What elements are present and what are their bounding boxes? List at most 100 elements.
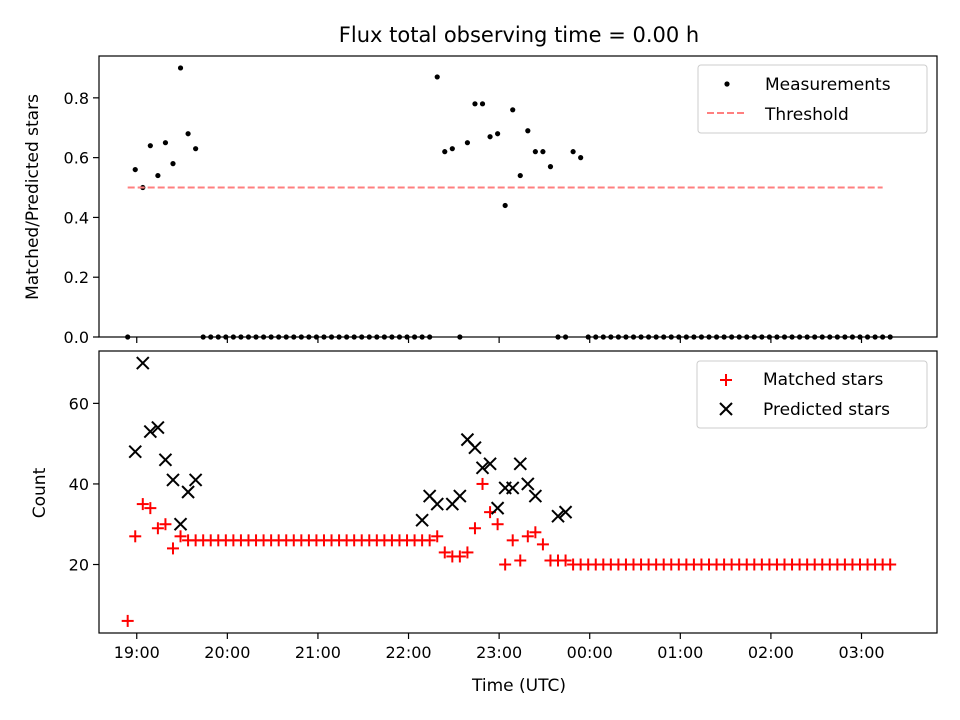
matched-stars-point: [438, 546, 451, 559]
measurements-point: [495, 131, 501, 137]
predicted-stars-point: [128, 445, 142, 459]
measurements-point: [578, 155, 584, 161]
measurements-point: [155, 172, 161, 179]
predicted-stars-point: [521, 477, 535, 491]
matched-stars-point: [468, 522, 481, 535]
star-count-y-ticks: 20 40 60: [69, 394, 99, 575]
matched-stars-legend-label: Matched stars: [763, 370, 883, 390]
matched-stars-legend-marker: [720, 374, 732, 386]
y-tick-label: 60: [69, 394, 89, 413]
predicted-stars-point: [173, 517, 188, 531]
y-tick-label: 0.4: [64, 208, 89, 227]
matched-stars-point: [129, 530, 142, 543]
star-count-axes-frame: [98, 350, 938, 634]
y-tick-label: 0.6: [64, 149, 89, 168]
measurements-point: [502, 202, 508, 209]
chart-title: Flux total observing time = 0.00 h: [339, 23, 699, 47]
measurements-point: [464, 140, 471, 146]
predicted-stars-point: [551, 509, 565, 523]
matched-stars-point: [166, 542, 179, 555]
matched-stars-point: [453, 550, 466, 563]
measurements-point: [570, 149, 576, 155]
flux-ratio-legend-box: [697, 64, 928, 134]
measurements-point: [532, 149, 538, 155]
measurements-point: [540, 149, 546, 155]
measurements-point: [162, 140, 169, 146]
predicted-stars-point: [558, 505, 573, 519]
matched-stars-point: [431, 530, 444, 543]
measurements-point: [185, 131, 191, 137]
star-count-y-axis-label: Count: [30, 467, 50, 518]
predicted-stars-legend-label: Predicted stars: [763, 400, 890, 420]
predicted-stars-point: [158, 453, 173, 467]
x-tick-label: 20:00: [204, 643, 250, 662]
predicted-stars-point: [415, 513, 429, 527]
measurements-point: [472, 101, 478, 107]
y-tick-label: 20: [69, 556, 89, 575]
matched-stars-point: [121, 614, 134, 627]
star-count-legend: Matched stars Predicted stars: [696, 360, 928, 429]
matched-stars-point: [144, 502, 157, 515]
x-tick-label: 01:00: [657, 643, 703, 662]
x-tick-label: 03:00: [838, 643, 884, 662]
star-count-marks: [121, 356, 897, 627]
star-count-x-ticks: 19:00 20:00 21:00 22:00 23:00 00:00 01:00 02:00…: [114, 633, 885, 662]
flux-ratio-panel: Flux total observing time = 0.00 h 0.00.…: [23, 23, 938, 347]
matched-stars-point: [491, 518, 504, 531]
measurements-point: [525, 128, 531, 134]
flux-ratio-y-ticks: 0.0 0.2 0.4 0.6 0.8: [64, 89, 99, 347]
measurements-legend-label: Measurements: [765, 75, 891, 95]
flux-ratio-legend: Measurements Threshold: [697, 64, 928, 134]
x-tick-label: 22:00: [385, 643, 431, 662]
x-tick-label: 00:00: [567, 643, 613, 662]
y-tick-label: 0.8: [64, 89, 89, 108]
matched-stars-point: [499, 558, 512, 571]
predicted-stars-point: [166, 473, 180, 487]
measurements-point: [170, 161, 176, 167]
predicted-stars-point: [468, 440, 482, 455]
predicted-stars-point: [528, 489, 543, 503]
predicted-stars-point: [430, 497, 444, 511]
matched-stars-point: [884, 558, 897, 571]
matched-stars-point: [514, 554, 527, 567]
measurements-point: [517, 172, 523, 179]
predicted-stars-legend-marker: [719, 402, 733, 416]
measurements-point: [132, 166, 138, 173]
measurements-point: [434, 74, 440, 80]
measurements-point: [510, 107, 516, 113]
predicted-stars-point: [490, 501, 505, 515]
x-tick-label: 02:00: [748, 643, 794, 662]
predicted-stars-point: [506, 481, 520, 495]
matched-stars-point: [151, 522, 164, 535]
measurements-point: [177, 65, 184, 71]
y-tick-label: 0.2: [64, 268, 89, 287]
y-tick-label: 0.0: [64, 328, 89, 347]
matched-stars-point: [461, 546, 474, 559]
matched-stars-point: [536, 538, 549, 551]
flux-ratio-x-ticks: [136, 337, 863, 343]
measurements-legend-marker: [724, 81, 730, 87]
star-count-panel: 20 40 60 19:00 20:00 21:00 22:00 23:00 00:00 01:…: [30, 350, 938, 696]
star-count-legend-box: [696, 360, 928, 429]
measurements-point: [449, 146, 455, 152]
measurements-point: [147, 143, 153, 149]
predicted-stars-point: [453, 489, 467, 503]
predicted-stars-point: [483, 457, 497, 471]
matched-stars-point: [506, 534, 519, 547]
predicted-stars-point: [188, 473, 203, 487]
measurements-point: [479, 101, 486, 107]
x-tick-label: 21:00: [295, 643, 341, 662]
matched-stars-point: [136, 498, 149, 511]
matched-stars-point: [476, 477, 489, 490]
flux-ratio-y-axis-label: Matched/Predicted stars: [23, 94, 43, 300]
predicted-stars-point: [181, 485, 195, 499]
matched-stars-point: [529, 526, 542, 539]
predicted-stars-point: [475, 461, 490, 475]
flux-ratio-axes-frame: [98, 55, 938, 338]
predicted-stars-point: [513, 457, 527, 471]
predicted-stars-point: [136, 356, 150, 370]
measurements-point: [547, 164, 554, 170]
matched-stars-point: [174, 530, 187, 543]
x-tick-label: 19:00: [114, 643, 160, 662]
